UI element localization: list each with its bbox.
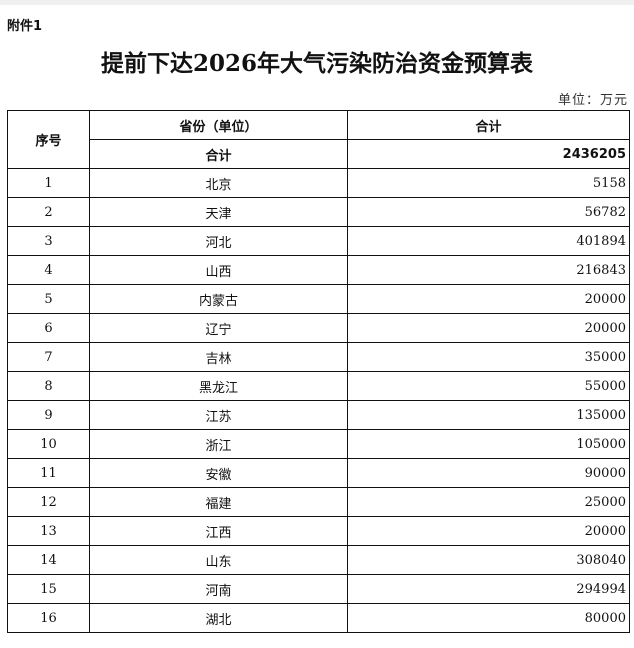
table-row: 6 辽宁 20000	[7, 313, 630, 343]
row-province: 河北	[89, 226, 348, 256]
table-row: 13 江西 20000	[7, 516, 630, 546]
table-row: 2 天津 56782	[7, 197, 630, 227]
row-index: 7	[7, 342, 90, 372]
row-value: 5158	[347, 168, 630, 198]
row-value: 56782	[347, 197, 630, 227]
table-row: 7 吉林 35000	[7, 342, 630, 372]
row-value: 80000	[347, 603, 630, 633]
table-row: 8 黑龙江 55000	[7, 371, 630, 401]
row-province: 浙江	[89, 429, 348, 459]
row-province: 江西	[89, 516, 348, 546]
row-value: 135000	[347, 400, 630, 430]
row-index: 5	[7, 284, 90, 314]
row-province: 黑龙江	[89, 371, 348, 401]
row-province: 辽宁	[89, 313, 348, 343]
table-row: 4 山西 216843	[7, 255, 630, 285]
row-index: 15	[7, 574, 90, 604]
attachment-label: 附件1	[7, 19, 43, 34]
row-value: 35000	[347, 342, 630, 372]
row-value: 55000	[347, 371, 630, 401]
row-index: 1	[7, 168, 90, 198]
row-index: 3	[7, 226, 90, 256]
row-index: 13	[7, 516, 90, 546]
table-row: 12 福建 25000	[7, 487, 630, 517]
row-province: 天津	[89, 197, 348, 227]
total-value: 2436205	[347, 139, 630, 169]
row-index: 11	[7, 458, 90, 488]
total-row: 合计 2436205	[8, 139, 630, 169]
row-index: 14	[7, 545, 90, 575]
row-province: 山东	[89, 545, 348, 575]
row-value: 294994	[347, 574, 630, 604]
row-province: 江苏	[89, 400, 348, 430]
budget-table: 序号 省份（单位） 合计 合计 2436205 1 北京 5158 2 天津 56782 3…	[7, 110, 630, 633]
header-index: 序号	[7, 110, 90, 169]
row-value: 20000	[347, 284, 630, 314]
row-index: 12	[7, 487, 90, 517]
document-title: 提前下达2026年大气污染防治资金预算表	[100, 50, 533, 77]
header-total: 合计	[347, 110, 630, 140]
table-row: 5 内蒙古 20000	[7, 284, 630, 314]
row-value: 25000	[347, 487, 630, 517]
table-row: 9 江苏 135000	[7, 400, 630, 430]
row-value: 105000	[347, 429, 630, 459]
row-index: 9	[7, 400, 90, 430]
row-value: 216843	[347, 255, 630, 285]
row-index: 10	[7, 429, 90, 459]
row-province: 内蒙古	[89, 284, 348, 314]
row-province: 福建	[89, 487, 348, 517]
table-row: 16 湖北 80000	[7, 603, 630, 633]
row-value: 308040	[347, 545, 630, 575]
table-row: 3 河北 401894	[7, 226, 630, 256]
row-province: 吉林	[89, 342, 348, 372]
unit-label: 单位：万元	[557, 93, 628, 108]
row-value: 20000	[347, 313, 630, 343]
row-index: 4	[7, 255, 90, 285]
table-row: 11 安徽 90000	[7, 458, 630, 488]
row-index: 6	[7, 313, 90, 343]
total-label: 合计	[89, 139, 348, 169]
table-row: 15 河南 294994	[7, 574, 630, 604]
row-province: 山西	[89, 255, 348, 285]
table-row: 1 北京 5158	[7, 168, 630, 198]
row-province: 北京	[89, 168, 348, 198]
page-top-edge	[0, 0, 634, 5]
header-province: 省份（单位）	[89, 110, 348, 140]
row-value: 401894	[347, 226, 630, 256]
table-row: 14 山东 308040	[7, 545, 630, 575]
table-row: 10 浙江 105000	[7, 429, 630, 459]
row-province: 湖北	[89, 603, 348, 633]
row-index: 8	[7, 371, 90, 401]
row-value: 20000	[347, 516, 630, 546]
header-row: 序号 省份（单位） 合计	[7, 110, 630, 169]
row-value: 90000	[347, 458, 630, 488]
row-index: 16	[7, 603, 90, 633]
row-province: 安徽	[89, 458, 348, 488]
row-province: 河南	[89, 574, 348, 604]
row-index: 2	[7, 197, 90, 227]
